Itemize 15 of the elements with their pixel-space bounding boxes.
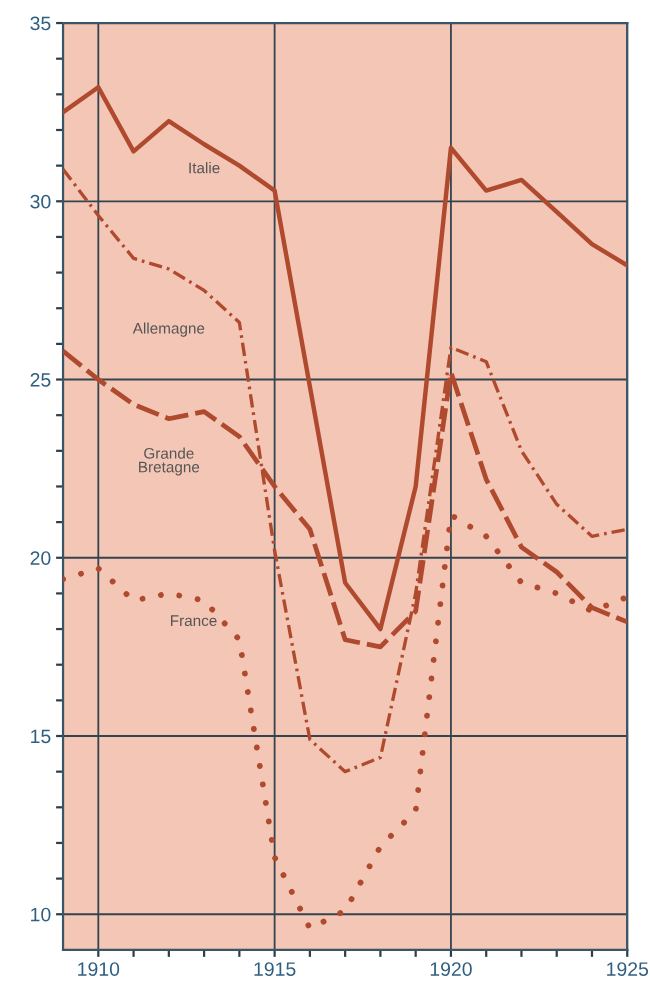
- y-tick-label: 35: [30, 16, 51, 31]
- x-tick-label: 1915: [254, 962, 296, 976]
- y-tick-label: 15: [31, 729, 51, 744]
- series-label: Allemagne: [132, 322, 205, 337]
- series-label: France: [171, 615, 217, 627]
- x-tick-label: 1920: [430, 962, 472, 976]
- x-tick-label: 1910: [78, 962, 120, 976]
- y-tick-label: 30: [30, 194, 51, 209]
- y-tick-label: 25: [30, 372, 51, 387]
- y-tick-label: 20: [30, 551, 51, 565]
- text: Grande Bretagne: [139, 447, 200, 476]
- line-series: [63, 84, 628, 632]
- series-label: Italie: [189, 162, 220, 174]
- y-tick-label: 10: [31, 907, 51, 922]
- x-tick-label: 1925: [607, 962, 649, 976]
